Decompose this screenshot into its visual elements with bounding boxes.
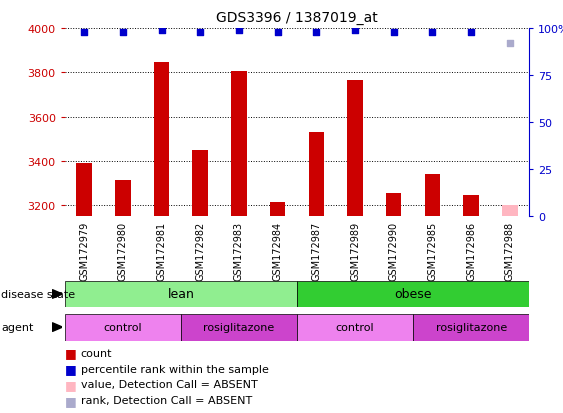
Text: GSM172988: GSM172988 [505,222,515,280]
Text: rank, Detection Call = ABSENT: rank, Detection Call = ABSENT [81,395,252,405]
Text: GSM172985: GSM172985 [427,222,437,281]
Bar [181,314,297,341]
Text: rosiglitazone: rosiglitazone [203,322,275,332]
Text: ■: ■ [65,394,77,407]
Bar [77,164,92,217]
Bar [65,314,181,341]
Polygon shape [52,323,62,332]
Text: GSM172990: GSM172990 [388,222,399,280]
Text: control: control [336,322,374,332]
Text: agent: agent [1,322,34,332]
Polygon shape [52,290,62,299]
Bar [231,72,247,217]
Point [428,29,437,36]
Text: GSM172986: GSM172986 [466,222,476,280]
Text: GSM172979: GSM172979 [79,222,89,281]
Text: lean: lean [167,288,194,301]
Text: ■: ■ [65,378,77,391]
Text: disease state: disease state [1,289,75,299]
Bar [115,180,131,217]
Bar [425,175,440,217]
Bar [413,314,529,341]
Bar [502,206,517,217]
Text: count: count [81,348,112,358]
Text: value, Detection Call = ABSENT: value, Detection Call = ABSENT [81,380,257,389]
Bar [386,194,401,217]
Point [467,29,476,36]
Bar [270,202,285,217]
Text: control: control [104,322,142,332]
Point [506,40,515,47]
Bar [154,63,169,217]
Text: GSM172982: GSM172982 [195,222,205,281]
Text: GSM172983: GSM172983 [234,222,244,280]
Point [196,29,205,36]
Text: GSM172981: GSM172981 [157,222,167,280]
Text: rosiglitazone: rosiglitazone [436,322,507,332]
Point [273,29,282,36]
Bar [193,150,208,217]
Text: percentile rank within the sample: percentile rank within the sample [81,364,269,374]
Point [234,28,243,34]
Bar [347,81,363,217]
Point [157,28,166,34]
Title: GDS3396 / 1387019_at: GDS3396 / 1387019_at [216,11,378,25]
Point [351,28,360,34]
Bar [297,314,413,341]
Text: GSM172989: GSM172989 [350,222,360,280]
Bar [463,196,479,217]
Point [312,29,321,36]
Text: GSM172984: GSM172984 [272,222,283,280]
Point [389,29,398,36]
Point [79,29,88,36]
Point [118,29,127,36]
Text: obese: obese [394,288,432,301]
Bar [297,281,529,308]
Bar [65,281,297,308]
Text: ■: ■ [65,362,77,375]
Text: GSM172980: GSM172980 [118,222,128,280]
Text: ■: ■ [65,347,77,360]
Text: GSM172987: GSM172987 [311,222,321,281]
Bar [309,133,324,217]
